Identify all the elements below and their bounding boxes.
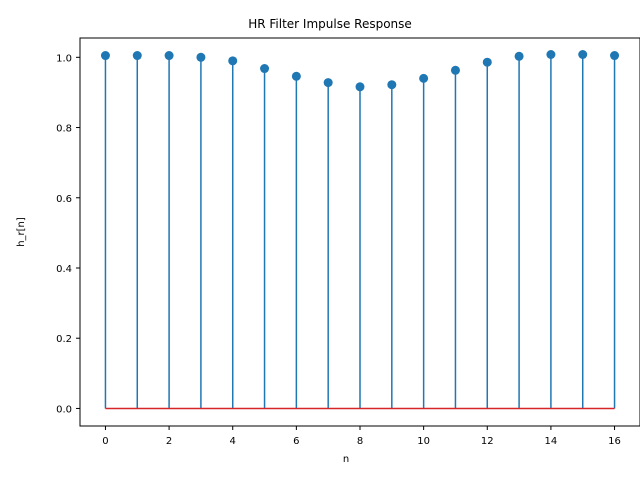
y-axis-label: h_r[n] xyxy=(16,217,27,247)
x-tick-label: 2 xyxy=(166,436,172,447)
x-tick-label: 16 xyxy=(608,436,621,447)
y-tick-label: 0.2 xyxy=(56,334,72,345)
stem-markers xyxy=(100,50,620,92)
x-tick-label: 4 xyxy=(230,436,236,447)
stem-marker xyxy=(323,78,333,88)
chart-title: HR Filter Impulse Response xyxy=(248,17,412,31)
stem-marker xyxy=(291,71,301,81)
x-tick-label: 6 xyxy=(293,436,299,447)
stem-marker xyxy=(419,73,429,83)
y-tick-label: 0.0 xyxy=(56,404,72,415)
stem-marker xyxy=(546,50,556,60)
stem-marker xyxy=(610,51,620,61)
plot-frame xyxy=(79,37,640,427)
x-tick-label: 10 xyxy=(417,436,430,447)
stem-marker xyxy=(228,56,238,66)
stem-marker xyxy=(482,57,492,67)
y-tick-label: 0.8 xyxy=(56,124,72,135)
stem-marker xyxy=(260,64,270,74)
x-tick-label: 8 xyxy=(357,436,363,447)
stem-lines xyxy=(104,54,616,409)
stem-marker xyxy=(132,51,142,61)
stem-marker xyxy=(355,82,365,92)
x-axis-label: n xyxy=(343,454,349,465)
stem-marker xyxy=(387,80,397,90)
stem-marker xyxy=(578,50,588,60)
stem-marker xyxy=(164,51,174,61)
stem-marker xyxy=(514,51,524,61)
x-tick-label: 0 xyxy=(102,436,108,447)
stem-marker xyxy=(100,51,110,61)
x-tick-label: 12 xyxy=(481,436,494,447)
y-tick-label: 1.0 xyxy=(56,53,72,64)
y-tick-label: 0.6 xyxy=(56,194,72,205)
stem-marker xyxy=(196,52,206,62)
y-tick-label: 0.4 xyxy=(56,264,72,275)
stem-marker xyxy=(450,65,460,75)
x-axis-ticks: 0 2 4 6 8 10 12 14 16 xyxy=(102,426,621,447)
y-axis-ticks: 0.0 0.2 0.4 0.6 0.8 1.0 xyxy=(56,53,80,415)
x-tick-label: 14 xyxy=(545,436,558,447)
